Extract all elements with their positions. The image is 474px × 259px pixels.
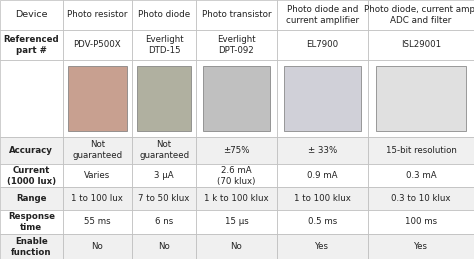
Bar — [68, 66, 127, 131]
Text: 1 k to 100 klux: 1 k to 100 klux — [204, 194, 269, 203]
Text: PDV-P500X: PDV-P500X — [73, 40, 121, 49]
Bar — [368, 30, 474, 60]
Text: Photo diode: Photo diode — [138, 10, 190, 19]
Bar — [203, 66, 270, 131]
Bar — [196, 210, 277, 234]
Text: Everlight
DTD-15: Everlight DTD-15 — [145, 35, 183, 55]
Bar — [0, 137, 63, 164]
Text: No: No — [158, 242, 170, 251]
Text: Current
(1000 lux): Current (1000 lux) — [7, 166, 56, 186]
Text: 100 ms: 100 ms — [405, 217, 437, 226]
Bar — [277, 60, 368, 137]
Bar — [0, 234, 63, 259]
Bar — [132, 210, 196, 234]
Bar — [284, 66, 361, 131]
Bar — [196, 30, 277, 60]
Bar — [196, 188, 277, 210]
Bar — [368, 137, 474, 164]
Bar — [132, 234, 196, 259]
Bar — [63, 164, 132, 188]
Bar — [368, 60, 474, 137]
Bar — [63, 137, 132, 164]
Text: Not
guaranteed: Not guaranteed — [72, 140, 122, 160]
Bar — [196, 164, 277, 188]
Bar — [132, 137, 196, 164]
Bar — [277, 137, 368, 164]
Bar — [0, 188, 63, 210]
Bar — [0, 30, 63, 60]
Text: ISL29001: ISL29001 — [401, 40, 441, 49]
Text: 0.3 to 10 klux: 0.3 to 10 klux — [391, 194, 451, 203]
Text: Photo diode, current amp,
ADC and filter: Photo diode, current amp, ADC and filter — [364, 5, 474, 25]
Bar — [132, 60, 196, 137]
Text: Varies: Varies — [84, 171, 110, 180]
Text: 15 μs: 15 μs — [225, 217, 248, 226]
Text: 0.3 mA: 0.3 mA — [406, 171, 436, 180]
Text: Yes: Yes — [414, 242, 428, 251]
Text: 7 to 50 klux: 7 to 50 klux — [138, 194, 190, 203]
Bar — [196, 137, 277, 164]
Bar — [63, 234, 132, 259]
Bar — [277, 234, 368, 259]
Bar — [368, 210, 474, 234]
Bar — [277, 210, 368, 234]
Bar — [196, 234, 277, 259]
Text: ± 33%: ± 33% — [308, 146, 337, 155]
Bar — [132, 164, 196, 188]
Bar — [132, 30, 196, 60]
Bar — [137, 66, 191, 131]
Text: Range: Range — [16, 194, 46, 203]
Bar — [63, 60, 132, 137]
Text: Enable
function: Enable function — [11, 236, 52, 257]
Text: Device: Device — [15, 10, 47, 19]
Bar — [368, 164, 474, 188]
Bar — [376, 66, 465, 131]
Bar — [0, 164, 63, 188]
Text: 0.9 mA: 0.9 mA — [307, 171, 337, 180]
Text: EL7900: EL7900 — [306, 40, 338, 49]
Bar — [132, 188, 196, 210]
Text: Everlight
DPT-092: Everlight DPT-092 — [217, 35, 256, 55]
Text: No: No — [230, 242, 242, 251]
Bar — [63, 210, 132, 234]
Text: No: No — [91, 242, 103, 251]
Text: 2.6 mA
(70 klux): 2.6 mA (70 klux) — [217, 166, 255, 186]
Text: Photo transistor: Photo transistor — [201, 10, 271, 19]
Bar — [0, 210, 63, 234]
Bar — [277, 188, 368, 210]
Text: 1 to 100 klux: 1 to 100 klux — [294, 194, 351, 203]
Text: 6 ns: 6 ns — [155, 217, 173, 226]
Bar — [63, 0, 132, 30]
Bar — [277, 0, 368, 30]
Bar — [63, 188, 132, 210]
Bar — [368, 188, 474, 210]
Bar — [368, 0, 474, 30]
Bar — [0, 60, 63, 137]
Bar — [0, 0, 63, 30]
Text: Yes: Yes — [315, 242, 329, 251]
Bar — [63, 30, 132, 60]
Bar — [277, 30, 368, 60]
Text: Not
guaranteed: Not guaranteed — [139, 140, 189, 160]
Text: 3 μA: 3 μA — [155, 171, 174, 180]
Text: Photo resistor: Photo resistor — [67, 10, 128, 19]
Bar — [132, 0, 196, 30]
Bar — [196, 0, 277, 30]
Text: Referenced
part #: Referenced part # — [3, 35, 59, 55]
Bar — [277, 164, 368, 188]
Text: Photo diode and
current amplifier: Photo diode and current amplifier — [286, 5, 359, 25]
Text: 1 to 100 lux: 1 to 100 lux — [72, 194, 123, 203]
Text: 15-bit resolution: 15-bit resolution — [385, 146, 456, 155]
Bar — [196, 60, 277, 137]
Text: ±75%: ±75% — [223, 146, 250, 155]
Text: 0.5 ms: 0.5 ms — [308, 217, 337, 226]
Bar — [368, 234, 474, 259]
Text: Accuracy: Accuracy — [9, 146, 53, 155]
Text: 55 ms: 55 ms — [84, 217, 110, 226]
Text: Response
time: Response time — [8, 212, 55, 232]
